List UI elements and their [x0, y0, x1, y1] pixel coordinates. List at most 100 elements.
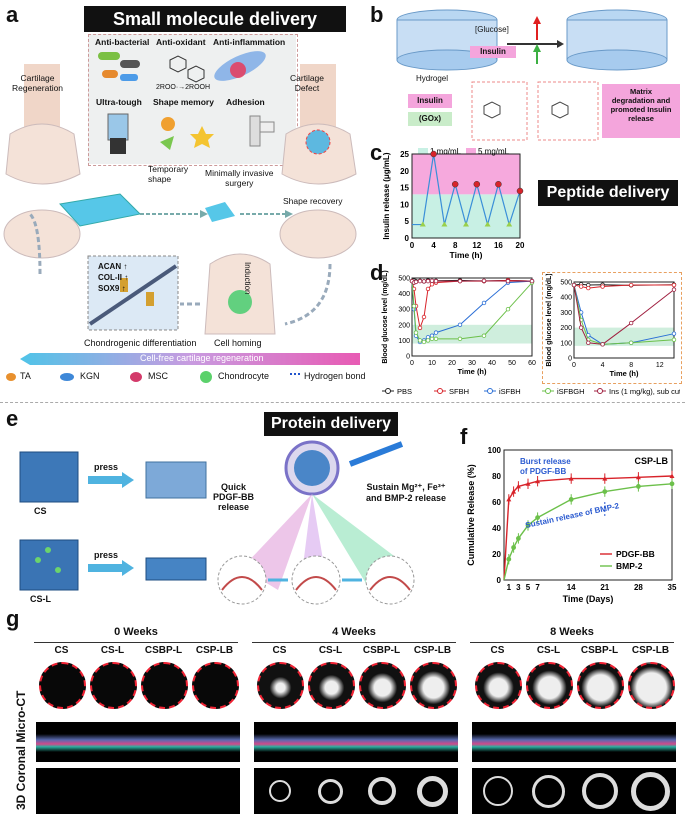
data-point: [425, 278, 431, 284]
temporary-shape-label: Temporary shape: [148, 164, 189, 184]
data-point: [586, 285, 591, 291]
week-rule-0: [34, 642, 238, 643]
x-axis-label: Time (h): [450, 250, 483, 260]
microct-top-view: [577, 662, 624, 709]
data-point: [535, 478, 541, 484]
data-point: [506, 556, 512, 562]
bacteria-icon: [120, 60, 140, 68]
legend-hbond-icon: [290, 373, 300, 381]
group-label: CS: [490, 645, 505, 656]
data-point: [636, 484, 641, 489]
chart-title: CSP-LB: [635, 456, 669, 466]
data-point: [425, 286, 431, 292]
shape-icon: [160, 136, 174, 150]
x-tick-label: 21: [600, 583, 609, 592]
data-point: [571, 282, 577, 288]
ros-text: 2ROO·→2ROOH: [156, 84, 211, 91]
week-header-2: 8 Weeks: [550, 626, 594, 638]
insulin-arrow-label: Insulin: [470, 46, 516, 58]
x-axis-label: Time (h): [457, 367, 487, 376]
stage-2: [291, 555, 341, 605]
x-tick-label: 3: [516, 583, 521, 592]
group-label: CS-L: [318, 645, 343, 656]
data-point: [505, 307, 511, 312]
data-point: [411, 303, 417, 309]
data-point: [525, 481, 531, 486]
legend-chondrocyte-icon: [200, 371, 212, 383]
group-label: CSP-LB: [195, 645, 234, 656]
data-point: [529, 278, 535, 284]
marker-sox9: SOX9 ↑: [98, 284, 126, 293]
y-tick-label: 20: [492, 550, 501, 559]
group-label: CSBP-L: [580, 645, 619, 656]
data-point: [602, 489, 608, 494]
legend-label-3: iSFBGH: [557, 387, 585, 396]
panel-c-label: c: [370, 140, 383, 165]
syringe-icon: [348, 441, 404, 467]
microct-coronal-view: [189, 722, 240, 762]
legend-ta-icon: [6, 373, 16, 381]
insulin-box: Insulin: [408, 94, 452, 108]
legend-msc: MSC: [148, 371, 168, 381]
data-point: [421, 314, 427, 320]
legend-label-0: PDGF-BB: [616, 549, 655, 559]
data-point: [481, 333, 487, 338]
data-point: [535, 515, 540, 520]
data-point: [671, 337, 677, 342]
new-bone-ring: [417, 775, 448, 807]
microct-top-view: [141, 662, 188, 709]
adhesion-gel-icon: [259, 121, 275, 133]
x-tick-label: 0: [572, 362, 576, 369]
microct-coronal-view: [87, 722, 138, 762]
data-point: [413, 279, 419, 285]
y-tick-label: 300: [560, 310, 572, 317]
x-axis-label: Time (Days): [563, 594, 614, 604]
data-point: [481, 300, 487, 306]
group-label: CSBP-L: [144, 645, 183, 656]
glucose-legend: PBS SFBH iSFBH iSFBGH Ins (1 mg/kg), sub cut: [382, 387, 680, 396]
matrix-degradation-box: Matrix degradation and promoted Insulin …: [602, 84, 680, 138]
x-tick-label: 12: [472, 241, 481, 250]
legend-marker-3: [545, 388, 551, 394]
x-tick-label: 16: [494, 241, 503, 250]
microct-coronal-view: [356, 722, 407, 762]
joint-illustration: [3, 64, 357, 335]
data-point: [628, 320, 634, 326]
microct-top-view: [526, 662, 573, 709]
cellfree-arrow: [20, 353, 360, 365]
legend-label-2: iSFBH: [499, 387, 521, 396]
data-point: [430, 150, 437, 158]
y-tick-label: 80: [492, 472, 501, 481]
data-point: [429, 336, 435, 342]
new-bone-ring: [532, 774, 565, 808]
microct-bone-view: [254, 768, 305, 814]
data-point: [433, 336, 439, 342]
data-point: [506, 496, 512, 502]
microct-coronal-view: [407, 722, 458, 762]
y-tick-label: 200: [560, 325, 572, 332]
series-line-1: [503, 483, 673, 581]
band-legend-0: 1 mg/mL: [430, 147, 462, 156]
data-point: [511, 489, 517, 494]
microct-coronal-view: [138, 722, 189, 762]
y-axis-label: Blood glucose level (mg/dL): [546, 274, 553, 367]
group-label: CS-L: [536, 645, 561, 656]
x-tick-label: 10: [428, 360, 436, 367]
y-tick-label: 100: [398, 338, 410, 345]
legend-msc-icon: [130, 372, 142, 382]
group-label: CS: [54, 645, 69, 656]
microct-bone-view: [356, 768, 407, 814]
press-label-2: press: [94, 550, 119, 560]
data-point: [635, 474, 641, 480]
new-bone-ring: [631, 771, 670, 811]
stage-1: [217, 555, 267, 605]
cell-homing-label: Cell homing: [214, 338, 262, 348]
legend-label-1: SFBH: [449, 387, 469, 396]
panel-e-illustration: [19, 440, 415, 605]
x-tick-label: 40: [488, 360, 496, 367]
panel-e-label: e: [6, 406, 19, 431]
y-tick-label: 0: [497, 576, 502, 585]
y-tick-label: 200: [398, 322, 410, 329]
property-box-border: [88, 34, 298, 166]
peptide-title: Peptide delivery: [538, 180, 678, 206]
